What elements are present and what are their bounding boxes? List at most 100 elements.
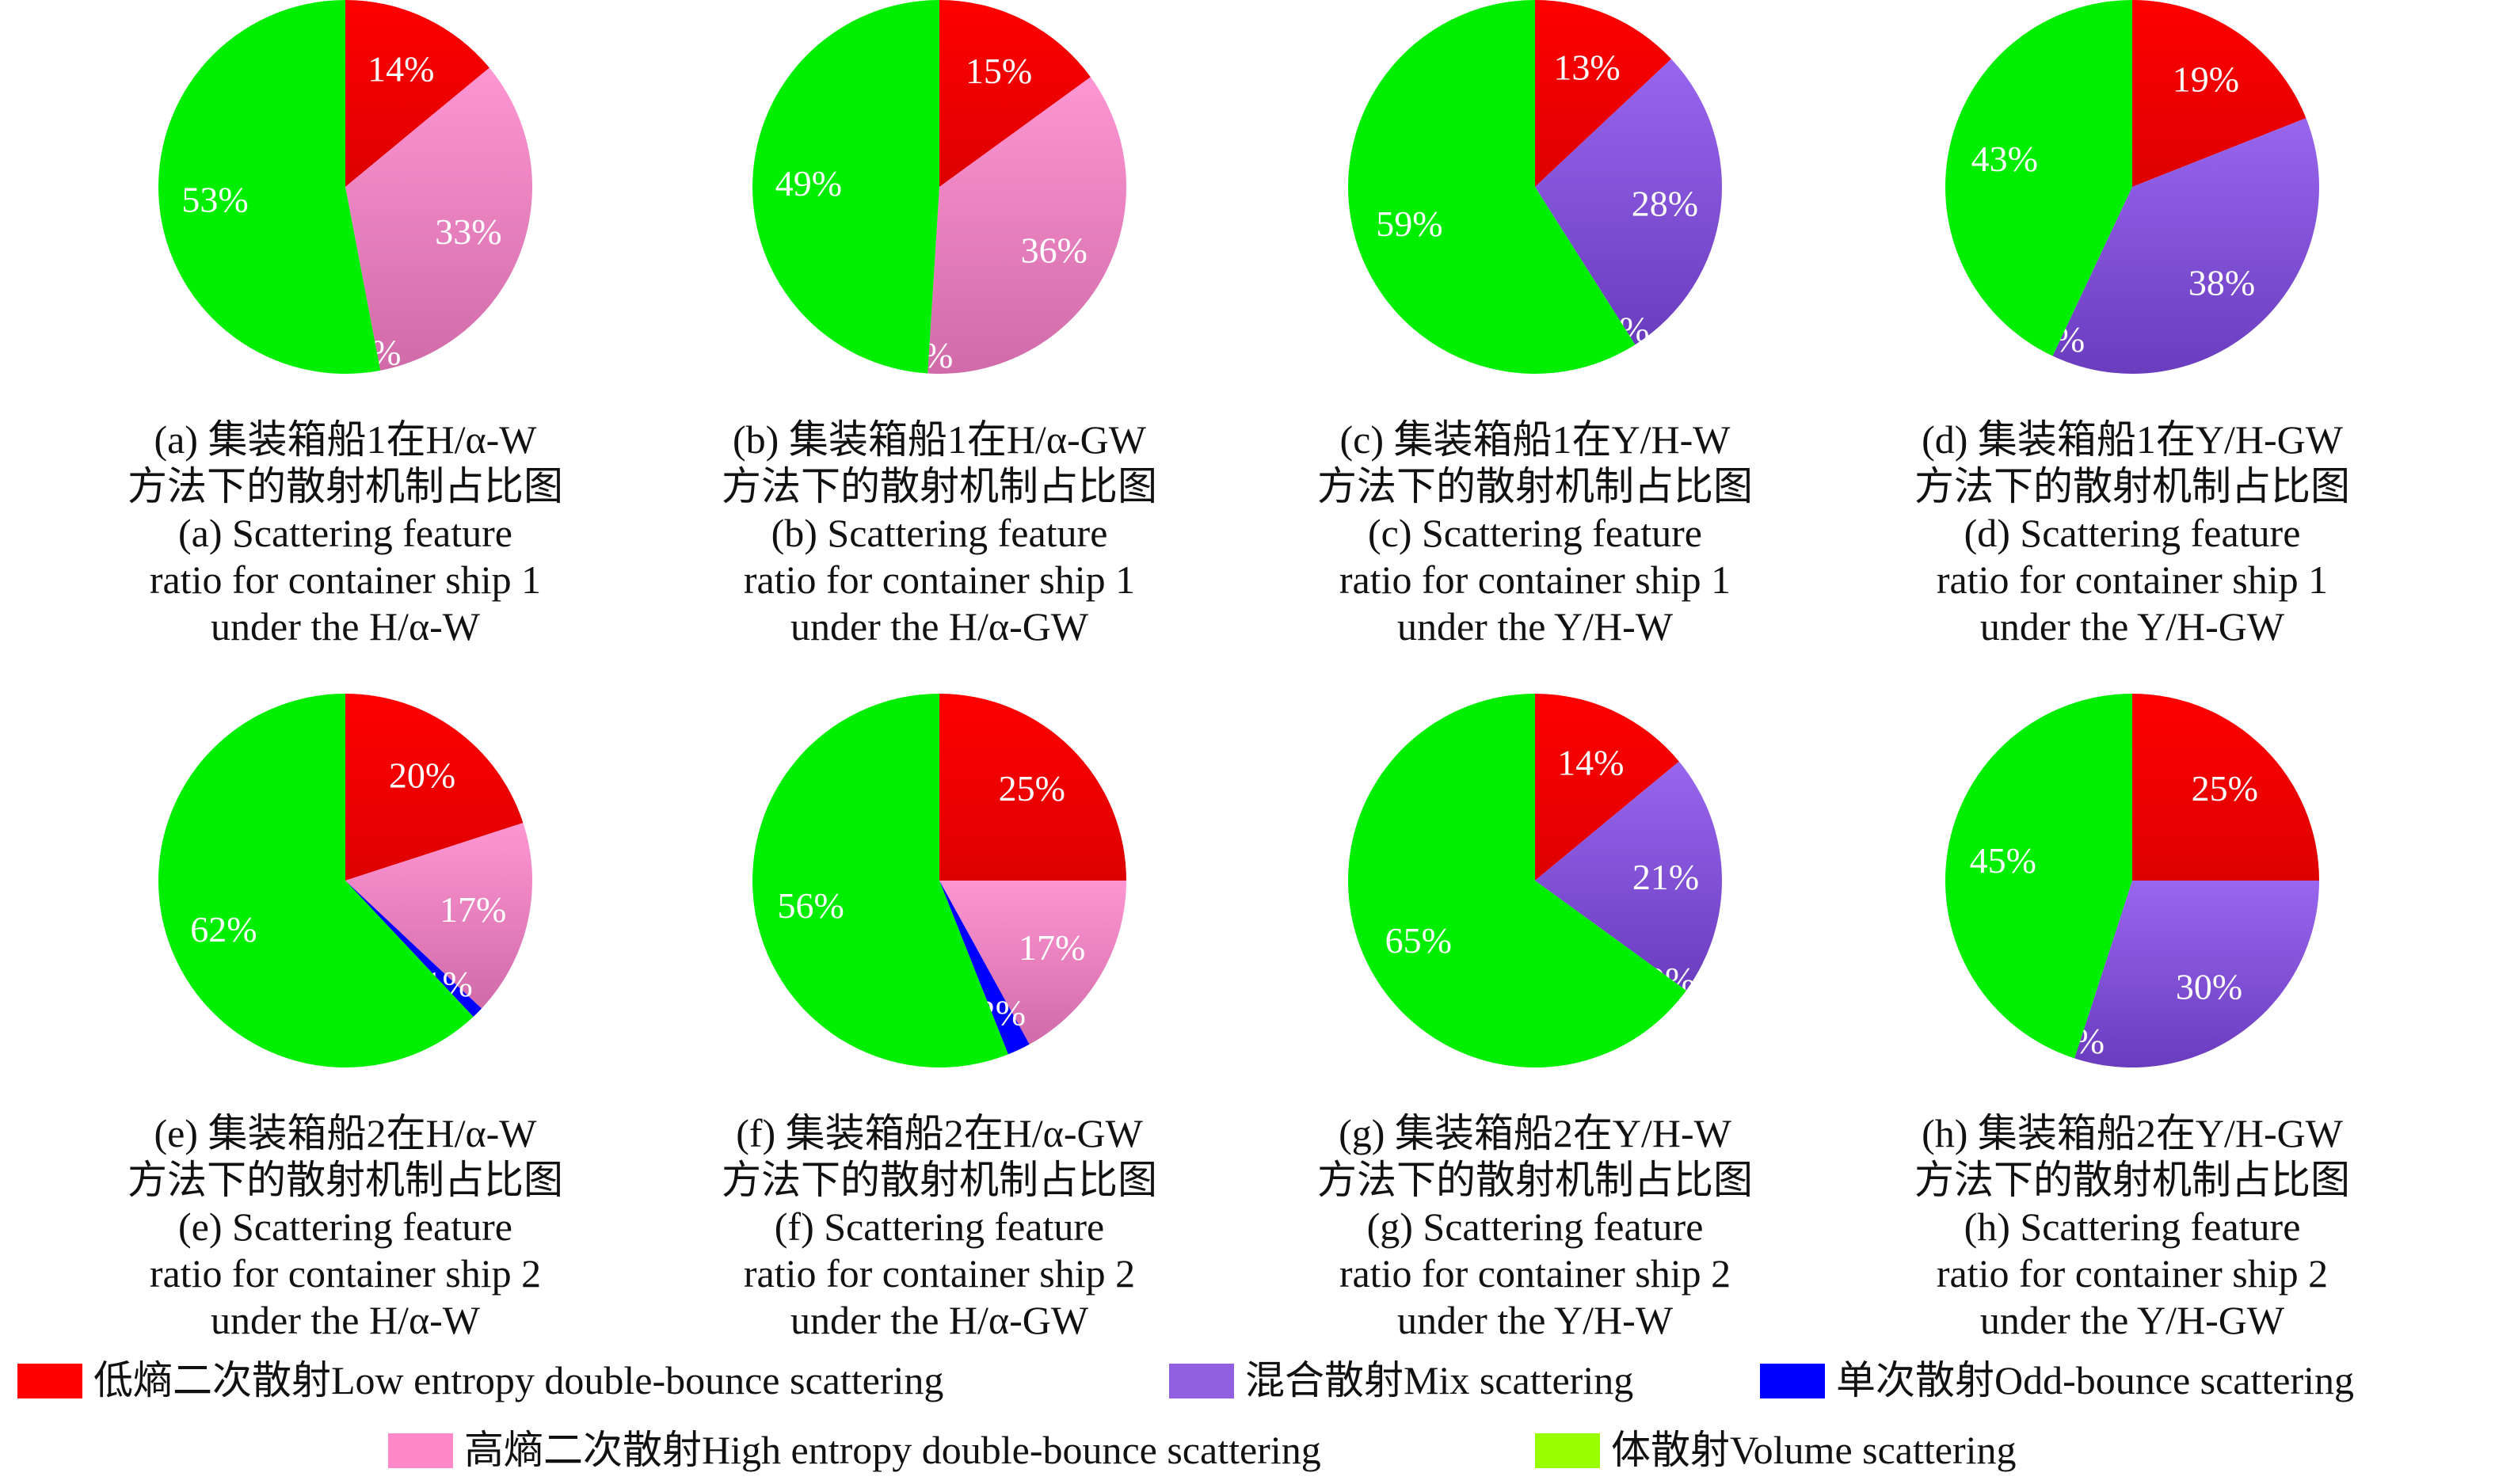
panel-caption-line: ratio for container ship 1 xyxy=(1937,557,2328,602)
slice-label: 53% xyxy=(181,180,248,220)
panel-caption-line: (b) Scattering feature xyxy=(771,511,1108,555)
legend: 低熵二次散射Low entropy double-bounce scatteri… xyxy=(17,1358,2354,1472)
pie-slice-low-entropy-double-bounce xyxy=(345,0,489,187)
panel-caption-line: ratio for container ship 1 xyxy=(744,557,1135,602)
pie-slice-volume xyxy=(1945,693,2132,1059)
pie-slice-odd-bounce xyxy=(345,881,482,1018)
panel-caption-line: (c) Scattering feature xyxy=(1368,511,1702,555)
panel-caption-line: under the H/α-W xyxy=(211,604,481,649)
legend-label: 体散射Volume scattering xyxy=(1611,1428,2017,1472)
pie-panel-g: 14%21%0%65%(g) 集装箱船2在Y/H-W方法下的散射机制占比图(g)… xyxy=(1317,694,1753,1342)
pie-slice-high-entropy-double-bounce xyxy=(345,823,533,1009)
pie-slice-volume xyxy=(1945,0,2132,356)
legend-swatch xyxy=(1169,1364,1234,1398)
panel-caption-line: ratio for container ship 2 xyxy=(150,1251,541,1296)
legend-item-high-entropy-double-bounce: 高熵二次散射High entropy double-bounce scatter… xyxy=(388,1428,1321,1472)
panel-caption-line: ratio for container ship 2 xyxy=(744,1251,1135,1296)
pie-slice-volume xyxy=(158,0,381,375)
panel-caption-line: (f) Scattering feature xyxy=(775,1204,1104,1249)
panel-caption-line: (g) Scattering feature xyxy=(1367,1204,1704,1249)
panel-caption-line: (b) 集装箱船1在H/α-GW xyxy=(733,417,1147,462)
pie-slice-low-entropy-double-bounce xyxy=(2132,0,2306,187)
panel-caption-line: 方法下的散射机制占比图 xyxy=(1914,1158,2350,1202)
slice-label: 15% xyxy=(966,51,1032,91)
panel-caption-line: (h) Scattering feature xyxy=(1964,1204,2301,1249)
legend-label: 低熵二次散射Low entropy double-bounce scatteri… xyxy=(93,1358,943,1402)
pie-slice-low-entropy-double-bounce xyxy=(345,694,524,881)
panel-caption-line: under the Y/H-GW xyxy=(1980,1298,2285,1342)
panel-caption-line: under the H/α-GW xyxy=(790,1298,1089,1342)
slice-label: 49% xyxy=(775,163,842,204)
panel-caption-line: 方法下的散射机制占比图 xyxy=(128,464,563,508)
panel-caption-line: under the H/α-W xyxy=(211,1298,481,1342)
panel-caption-line: 方法下的散射机制占比图 xyxy=(1317,464,1753,508)
panel-caption-line: ratio for container ship 2 xyxy=(1937,1251,2328,1296)
pie-slice-high-entropy-double-bounce xyxy=(939,881,1126,1045)
legend-swatch xyxy=(1760,1364,1825,1398)
slice-label: 28% xyxy=(1632,184,1698,224)
legend-label: 单次散射Odd-bounce scattering xyxy=(1836,1358,2354,1402)
slice-label: 17% xyxy=(1019,927,1085,968)
pie-panel-c: 13%28%0%59%(c) 集装箱船1在Y/H-W方法下的散射机制占比图(c)… xyxy=(1317,0,1753,649)
panel-caption-line: 方法下的散射机制占比图 xyxy=(722,1158,1157,1202)
slice-label: 62% xyxy=(190,909,257,949)
pie-slice-high-entropy-double-bounce xyxy=(928,77,1127,374)
legend-item-low-entropy-double-bounce: 低熵二次散射Low entropy double-bounce scatteri… xyxy=(17,1358,943,1402)
slice-label: 45% xyxy=(1970,840,2036,881)
legend-swatch xyxy=(17,1364,82,1398)
legend-item-odd-bounce: 单次散射Odd-bounce scattering xyxy=(1760,1358,2354,1402)
pie-slice-mix xyxy=(2074,881,2319,1068)
panel-caption-line: (f) 集装箱船2在H/α-GW xyxy=(736,1111,1143,1155)
panel-caption-line: 方法下的散射机制占比图 xyxy=(1914,464,2350,508)
panel-caption-line: under the Y/H-W xyxy=(1397,1298,1674,1342)
slice-label: 17% xyxy=(440,889,506,930)
panel-caption-line: 方法下的散射机制占比图 xyxy=(1317,1158,1753,1202)
slice-label: 36% xyxy=(1021,230,1088,271)
pie-slice-mix xyxy=(1535,761,1723,991)
pie-slice-low-entropy-double-bounce xyxy=(2132,694,2319,881)
pie-slice-high-entropy-double-bounce xyxy=(345,67,532,371)
pie-panels: 14%33%0%53%(a) 集装箱船1在H/α-W方法下的散射机制占比图(a)… xyxy=(128,0,2350,1342)
panel-caption-line: (e) 集装箱船2在H/α-W xyxy=(154,1111,537,1155)
slice-label: 38% xyxy=(2188,262,2255,303)
pie-slice-low-entropy-double-bounce xyxy=(939,0,1091,187)
panel-caption-line: (h) 集装箱船2在Y/H-GW xyxy=(1922,1111,2344,1155)
slice-label: 19% xyxy=(2173,59,2239,99)
legend-swatch xyxy=(388,1433,453,1468)
slice-label: 25% xyxy=(999,768,1065,809)
pie-slice-low-entropy-double-bounce xyxy=(939,694,1126,881)
pie-slice-low-entropy-double-bounce xyxy=(1535,0,1672,187)
panel-caption-line: under the Y/H-W xyxy=(1397,604,1674,649)
slice-label: 14% xyxy=(1557,743,1624,783)
panel-caption-line: 方法下的散射机制占比图 xyxy=(128,1158,563,1202)
slice-label: 13% xyxy=(1553,47,1620,87)
panel-caption-line: ratio for container ship 1 xyxy=(1339,557,1731,602)
pie-slice-volume xyxy=(1348,694,1686,1067)
slice-label: 25% xyxy=(2192,768,2258,809)
legend-label: 混合散射Mix scattering xyxy=(1245,1358,1633,1402)
panel-caption-line: (g) 集装箱船2在Y/H-W xyxy=(1339,1111,1732,1155)
slice-label: 21% xyxy=(1632,857,1699,897)
pie-slice-mix xyxy=(1535,59,1723,345)
pie-panel-h: 25%30%0%45%(h) 集装箱船2在Y/H-GW方法下的散射机制占比图(h… xyxy=(1914,693,2350,1342)
slice-label: 30% xyxy=(2176,967,2242,1007)
pie-panel-d: 19%38%0%43%(d) 集装箱船1在Y/H-GW方法下的散射机制占比图(d… xyxy=(1914,0,2350,649)
legend-swatch xyxy=(1535,1433,1600,1468)
panel-caption-line: (a) 集装箱船1在H/α-W xyxy=(154,417,537,462)
panel-caption-line: (d) Scattering feature xyxy=(1964,511,2301,555)
pie-panel-b: 15%36%0%49%(b) 集装箱船1在H/α-GW方法下的散射机制占比图(b… xyxy=(722,0,1157,649)
panel-caption-line: ratio for container ship 1 xyxy=(150,557,541,602)
pie-slice-volume xyxy=(752,0,939,374)
pie-slice-odd-bounce xyxy=(939,881,1030,1055)
panel-caption-line: (e) Scattering feature xyxy=(178,1204,512,1249)
pie-slice-volume xyxy=(752,694,1008,1067)
pie-slice-volume xyxy=(158,694,474,1067)
pie-slice-mix xyxy=(2052,118,2320,375)
slice-label: 56% xyxy=(778,885,844,926)
pie-panel-e: 20%17%1%62%(e) 集装箱船2在H/α-W方法下的散射机制占比图(e)… xyxy=(128,694,563,1342)
panel-caption-line: (a) Scattering feature xyxy=(178,511,512,555)
slice-label: 43% xyxy=(1971,139,2038,179)
pie-slice-low-entropy-double-bounce xyxy=(1535,694,1679,881)
slice-label: 59% xyxy=(1376,204,1442,244)
